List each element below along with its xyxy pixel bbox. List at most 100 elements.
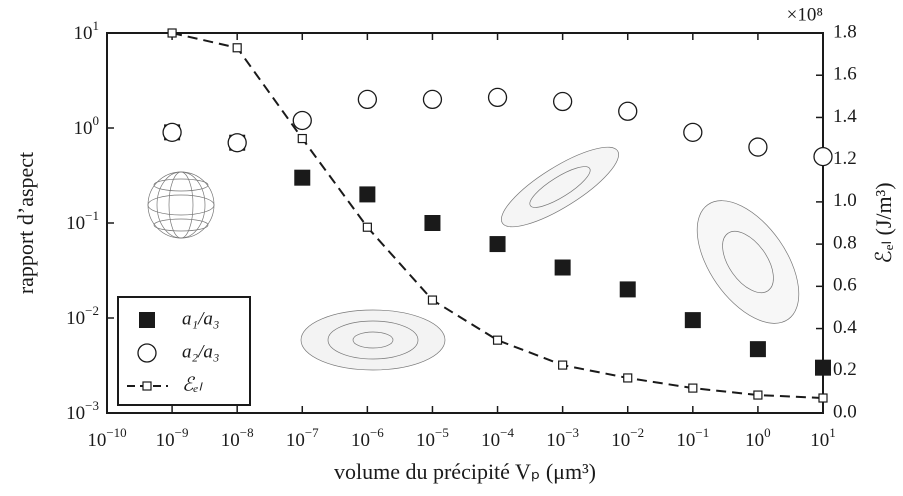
x-tick-label: 10−3 [546,425,579,451]
square-marker [294,169,311,186]
x-tick-label: 10−2 [611,425,644,451]
square-marker [489,236,506,253]
x-tick-label: 10−8 [221,425,254,451]
y2-tick-label: 0.0 [833,401,857,422]
y2-tick-label: 0.6 [833,275,857,296]
tick-exponent: −3 [565,425,579,440]
tick-exponent: −9 [175,425,189,440]
square-open-marker [623,373,633,383]
y2-tick-label: 1.8 [833,21,857,42]
x-tick-label: 10−4 [481,425,514,451]
tick-base: 10 [745,430,764,451]
tick-exponent: 0 [764,425,771,440]
x-tick-label: 10−5 [416,425,449,451]
y-tick-label: 10−1 [66,208,99,234]
tick-base: 10 [221,430,240,451]
square-open-marker [167,28,177,38]
tick-exponent: −7 [305,425,319,440]
circle-marker [422,89,443,110]
square-open-marker [753,390,763,400]
tick-base: 10 [74,23,93,44]
tick-exponent: −2 [85,303,99,318]
legend: a₁/a₃ a₂/a₃ ℰₑₗ [117,296,251,406]
tick-exponent: −8 [240,425,254,440]
square-open-marker [818,393,828,403]
x-tick-label: 10−7 [286,425,319,451]
tick-base: 10 [351,430,370,451]
x-axis-label: volume du précipité Vₚ (μm³) [334,459,596,484]
circle-marker [227,133,247,153]
tick-exponent: −2 [630,425,644,440]
legend-label: ℰₑₗ [182,374,203,395]
y-tick-label: 10−2 [66,303,99,329]
tick-base: 10 [286,430,305,451]
y-axis-label: rapport d’aspect [13,152,38,294]
tick-exponent: −1 [695,425,709,440]
tick-exponent: −6 [370,425,384,440]
tick-exponent: 1 [829,425,836,440]
tick-base: 10 [74,118,93,139]
y2-axis-label: ℰₑₗ (J/m³) [871,182,896,263]
y2-tick-label: 0.2 [833,359,857,380]
square-open-marker [232,43,242,53]
y2-tick-label: 1.2 [833,148,857,169]
y-tick-label: 100 [74,113,100,139]
square-marker [359,186,376,203]
circle-marker [552,91,573,112]
tick-exponent: −3 [85,398,99,413]
tick-base: 10 [546,430,565,451]
square-marker [424,215,441,231]
square-marker [749,341,766,358]
x-tick-label: 10−9 [156,425,189,451]
tick-exponent: −10 [106,425,126,440]
legend-label: a₂/a₃ [182,341,220,362]
circle-marker [683,122,703,142]
x-tick-label: 10−1 [676,425,709,451]
x-tick-label: 10−10 [87,425,126,451]
tick-base: 10 [66,213,85,234]
y2-tick-label: 1.4 [833,106,857,127]
x-tick-label: 100 [745,425,771,451]
tick-base: 10 [810,430,829,451]
square-open-marker [427,295,438,305]
y2-tick-label: 1.6 [833,64,857,85]
tick-base: 10 [416,430,435,451]
circle-marker [487,87,508,108]
circle-marker [162,122,182,142]
tick-base: 10 [611,430,630,451]
tick-exponent: 0 [93,113,100,128]
square-open-marker [362,222,372,232]
square-marker [815,359,831,376]
tick-exponent: −1 [85,208,99,223]
legend-label: a₁/a₃ [182,308,220,329]
square-open-marker [558,360,568,370]
tick-exponent: −4 [500,425,514,440]
x-tick-label: 101 [810,425,836,451]
tick-base: 10 [66,403,85,424]
square-marker [619,281,636,298]
circle-marker [813,146,833,167]
y2-multiplier: ×10⁸ [787,4,823,25]
tick-base: 10 [156,430,175,451]
square-open-marker [297,133,307,144]
tick-base: 10 [676,430,695,451]
circle-marker [292,110,312,131]
y2-tick-label: 0.8 [833,232,857,253]
circle-marker [357,89,378,110]
y-tick-label: 101 [74,18,100,44]
x-tick-label: 10−6 [351,425,384,451]
ellipsoid-illustrations [147,146,800,371]
circle-marker [748,137,768,157]
tick-base: 10 [87,430,106,451]
tick-base: 10 [481,430,500,451]
square-marker [554,259,571,276]
y-tick-label: 10−3 [66,398,99,424]
tick-exponent: −5 [435,425,449,440]
y2-tick-label: 1.0 [833,190,857,211]
y2-tick-label: 0.4 [833,317,857,338]
tick-exponent: 1 [93,18,100,33]
circle-marker [618,101,638,121]
square-open-marker [492,335,503,345]
square-marker [684,312,701,329]
